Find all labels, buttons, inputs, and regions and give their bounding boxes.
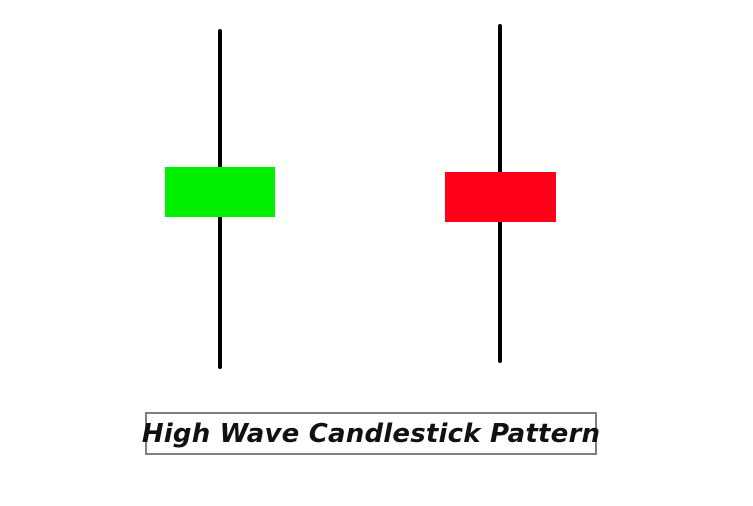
caption-box: High Wave Candlestick Pattern [141,412,601,455]
bullish-candle-body [165,167,275,217]
bearish-candle [445,24,556,363]
bearish-candle-body [445,172,556,222]
caption-text: High Wave Candlestick Pattern [141,418,601,449]
bullish-candle [165,29,275,369]
